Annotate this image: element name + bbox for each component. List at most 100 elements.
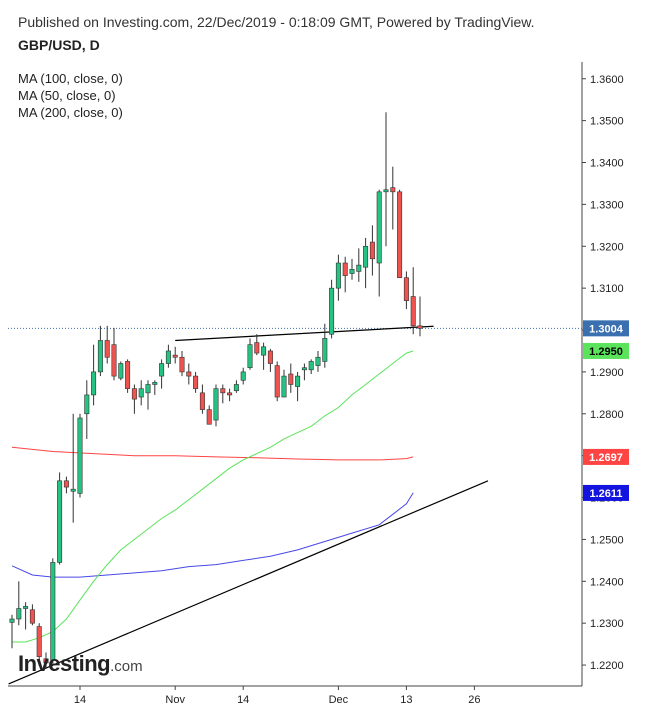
candle-down [267, 350, 273, 364]
x-tick-label: 26 [468, 694, 480, 706]
legend-ma100[interactable]: MA (100, close, 0) [18, 71, 123, 86]
candle-down [227, 392, 233, 396]
y-tick-label: 1.2800 [590, 409, 624, 421]
candle-down [254, 342, 260, 354]
candle-up [213, 388, 219, 421]
candle-up [152, 382, 158, 385]
candle-up [308, 361, 314, 371]
candle-down [125, 361, 131, 389]
axes-group: 1.22001.23001.24001.25001.26001.27001.28… [8, 62, 624, 706]
legend-ma200[interactable]: MA (200, close, 0) [18, 105, 123, 120]
price-tag [583, 448, 629, 465]
candle-up [240, 371, 246, 381]
candle-up [77, 417, 83, 494]
candle-up [9, 618, 15, 623]
candle-down [131, 388, 137, 400]
candle-down [274, 365, 280, 398]
ma200-line [11, 492, 414, 578]
publish-header: Published on Investing.com, 22/Dec/2019 … [18, 14, 535, 30]
legend-ma50[interactable]: MA (50, close, 0) [18, 88, 116, 103]
candle-down [397, 191, 403, 278]
candle-down [369, 241, 375, 260]
candle-up [57, 480, 63, 563]
candle-up [23, 606, 29, 609]
x-tick-label: 14 [237, 694, 249, 706]
candle-down [186, 371, 192, 377]
candle-up [295, 375, 301, 387]
candle-up [322, 338, 328, 362]
candle-down [403, 277, 409, 302]
x-tick-label: Nov [165, 694, 185, 706]
candle-down [199, 392, 205, 410]
candle-up [16, 608, 22, 620]
candle-down [193, 375, 199, 389]
candle-down [36, 626, 42, 657]
investing-logo[interactable]: Investing.com [18, 651, 143, 677]
candle-up [84, 394, 90, 415]
x-tick-label: 13 [400, 694, 412, 706]
neckline-trendline [175, 325, 434, 342]
candle-up [159, 363, 165, 377]
candle-up [50, 562, 56, 661]
moving-averages-group [11, 350, 414, 643]
x-tick-label: Dec [329, 694, 349, 706]
y-tick-label: 1.2900 [590, 367, 624, 379]
price-tag-label: 1.2697 [589, 452, 623, 464]
candle-down [342, 262, 348, 276]
y-tick-label: 1.3100 [590, 283, 624, 295]
candle-down [179, 356, 185, 373]
x-tick-label: 14 [74, 694, 86, 706]
ma100-line [11, 446, 414, 461]
candle-up [91, 371, 97, 396]
price-tags-group: 1.3004 1.2950 1.2697 1.2611 [583, 320, 629, 501]
y-tick-label: 1.3500 [590, 116, 624, 128]
candle-up [349, 269, 355, 274]
logo-suffix: .com [110, 658, 143, 675]
price-tag [583, 320, 629, 337]
candle-up [233, 384, 239, 392]
trendlines-group [8, 325, 582, 685]
y-tick-label: 1.2200 [590, 660, 624, 672]
candle-down [288, 373, 294, 385]
candle-down [104, 340, 110, 358]
candle-up [70, 488, 76, 492]
candle-up [363, 245, 369, 268]
candles-group [9, 112, 423, 668]
candle-down [111, 344, 117, 377]
candle-down [220, 388, 226, 394]
candle-up [247, 344, 253, 369]
indicator-legend: MA (100, close, 0) MA (50, close, 0) MA … [18, 70, 123, 121]
candle-down [43, 658, 49, 664]
candle-up [301, 367, 307, 371]
uptrend-line [8, 480, 489, 685]
y-tick-label: 1.2300 [590, 618, 624, 630]
candle-down [390, 187, 396, 193]
price-tag-label: 1.2611 [589, 488, 622, 500]
price-tag [583, 342, 629, 359]
candle-up [376, 191, 382, 264]
candle-up [261, 346, 267, 356]
symbol-label: GBP/USD, D [18, 37, 100, 53]
y-tick-label: 1.3400 [590, 158, 624, 170]
candle-down [29, 609, 35, 624]
candle-down [172, 354, 178, 358]
y-tick-label: 1.2500 [590, 534, 624, 546]
y-tick-label: 1.2400 [590, 576, 624, 588]
candle-up [329, 287, 335, 335]
price-tag [583, 484, 629, 501]
candle-up [165, 350, 171, 364]
candle-down [63, 480, 69, 488]
candle-up [281, 375, 287, 398]
price-tag-label: 1.3004 [589, 323, 624, 335]
ma50-line [12, 350, 414, 643]
logo-wordmark: Investing [18, 651, 111, 676]
y-tick-label: 1.3600 [590, 74, 624, 86]
candle-down [410, 296, 416, 327]
candle-up [315, 356, 321, 366]
candle-up [97, 340, 103, 373]
price-tag-label: 1.2950 [589, 346, 623, 358]
candle-down [417, 325, 423, 329]
candle-up [145, 384, 151, 394]
candle-up [356, 264, 362, 272]
